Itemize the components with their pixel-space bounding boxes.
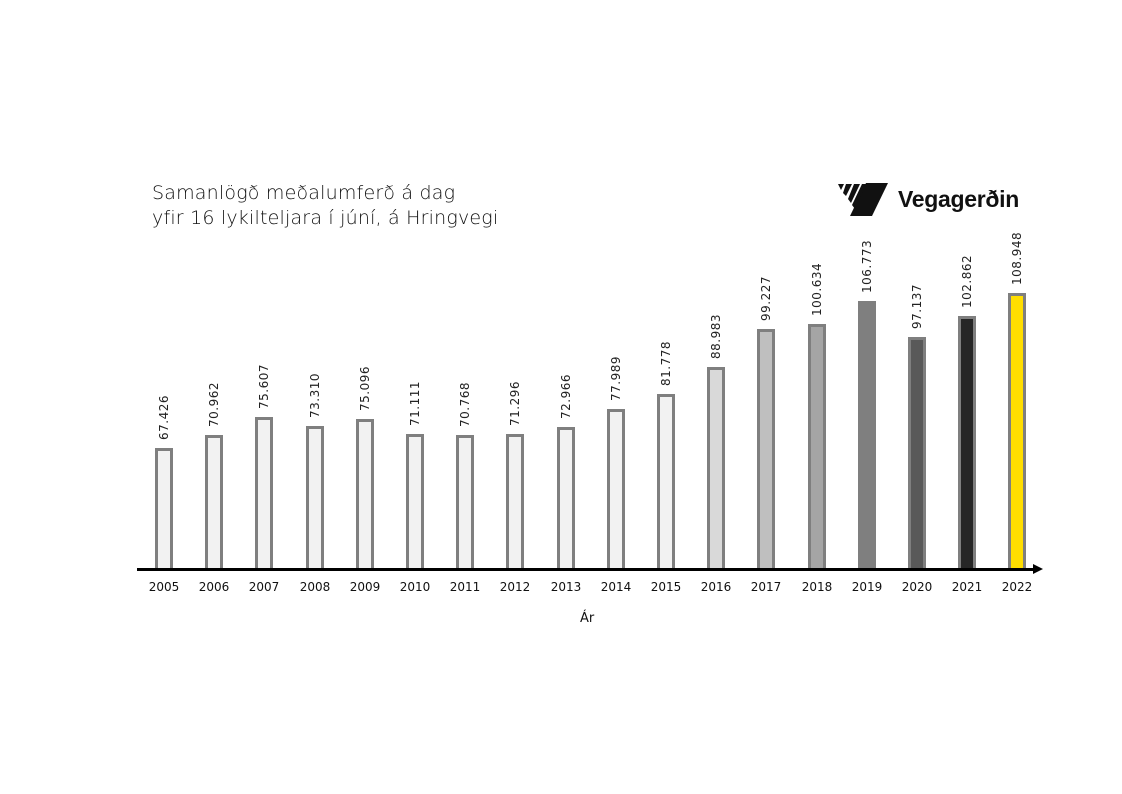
road-stripes-logo-icon — [838, 183, 888, 216]
bar-2015 — [657, 394, 675, 569]
bar-2008 — [306, 426, 324, 569]
value-label-2014: 77.989 — [609, 356, 623, 401]
x-tick-2022: 2022 — [1001, 580, 1033, 594]
value-label-2015: 81.778 — [659, 341, 673, 386]
value-label-2016: 88.983 — [709, 314, 723, 359]
x-tick-2009: 2009 — [349, 580, 381, 594]
value-label-2019: 106.773 — [860, 239, 874, 293]
bar-2005 — [155, 448, 173, 569]
x-tick-2012: 2012 — [499, 580, 531, 594]
x-tick-2020: 2020 — [901, 580, 933, 594]
value-label-2011: 70.768 — [458, 382, 472, 427]
chart-title-line1: Samanlögð meðalumferð á dag — [152, 182, 456, 204]
x-tick-2007: 2007 — [248, 580, 280, 594]
value-label-2022: 108.948 — [1010, 231, 1024, 285]
x-axis — [137, 568, 1034, 571]
bar-2014 — [607, 409, 625, 569]
value-label-2020: 97.137 — [910, 284, 924, 329]
bar-2006 — [205, 435, 223, 569]
x-tick-2019: 2019 — [851, 580, 883, 594]
logo-text: Vegagerðin — [898, 185, 1019, 212]
value-label-2007: 75.607 — [257, 364, 271, 409]
bar-2022 — [1008, 293, 1026, 569]
x-axis-title: Ár — [580, 611, 595, 626]
x-tick-2011: 2011 — [449, 580, 481, 594]
x-tick-2005: 2005 — [148, 580, 180, 594]
bar-2009 — [356, 419, 374, 569]
vegagerdin-logo: Vegagerðin — [836, 181, 1019, 217]
bar-2018 — [808, 324, 826, 569]
bar-2010 — [406, 434, 424, 569]
x-tick-2018: 2018 — [801, 580, 833, 594]
x-tick-2014: 2014 — [600, 580, 632, 594]
value-label-2006: 70.962 — [207, 382, 221, 427]
x-tick-2016: 2016 — [700, 580, 732, 594]
value-label-2012: 71.296 — [508, 381, 522, 426]
x-axis-arrow-icon — [1033, 564, 1043, 574]
x-tick-2010: 2010 — [399, 580, 431, 594]
value-label-2009: 75.096 — [358, 366, 372, 411]
bar-2019 — [858, 301, 876, 569]
bar-2013 — [557, 427, 575, 569]
chart-title-line2: yfir 16 lykilteljara í júní, á Hringvegi — [152, 207, 499, 229]
x-tick-2015: 2015 — [650, 580, 682, 594]
value-label-2017: 99.227 — [759, 276, 773, 321]
bar-2007 — [255, 417, 273, 569]
chart-title: Samanlögð meðalumferð á dag yfir 16 lyki… — [152, 181, 498, 231]
value-label-2008: 73.310 — [308, 373, 322, 418]
value-label-2018: 100.634 — [810, 262, 824, 316]
x-tick-2008: 2008 — [299, 580, 331, 594]
value-label-2021: 102.862 — [960, 254, 974, 308]
x-tick-2013: 2013 — [550, 580, 582, 594]
bar-2012 — [506, 434, 524, 569]
bar-2011 — [456, 435, 474, 569]
x-tick-2006: 2006 — [198, 580, 230, 594]
bar-2016 — [707, 367, 725, 569]
bar-2017 — [757, 329, 775, 569]
bar-2021 — [958, 316, 976, 569]
value-label-2010: 71.111 — [408, 381, 422, 426]
bar-2020 — [908, 337, 926, 569]
x-tick-2021: 2021 — [951, 580, 983, 594]
value-label-2005: 67.426 — [157, 395, 171, 440]
x-tick-2017: 2017 — [750, 580, 782, 594]
value-label-2013: 72.966 — [559, 374, 573, 419]
